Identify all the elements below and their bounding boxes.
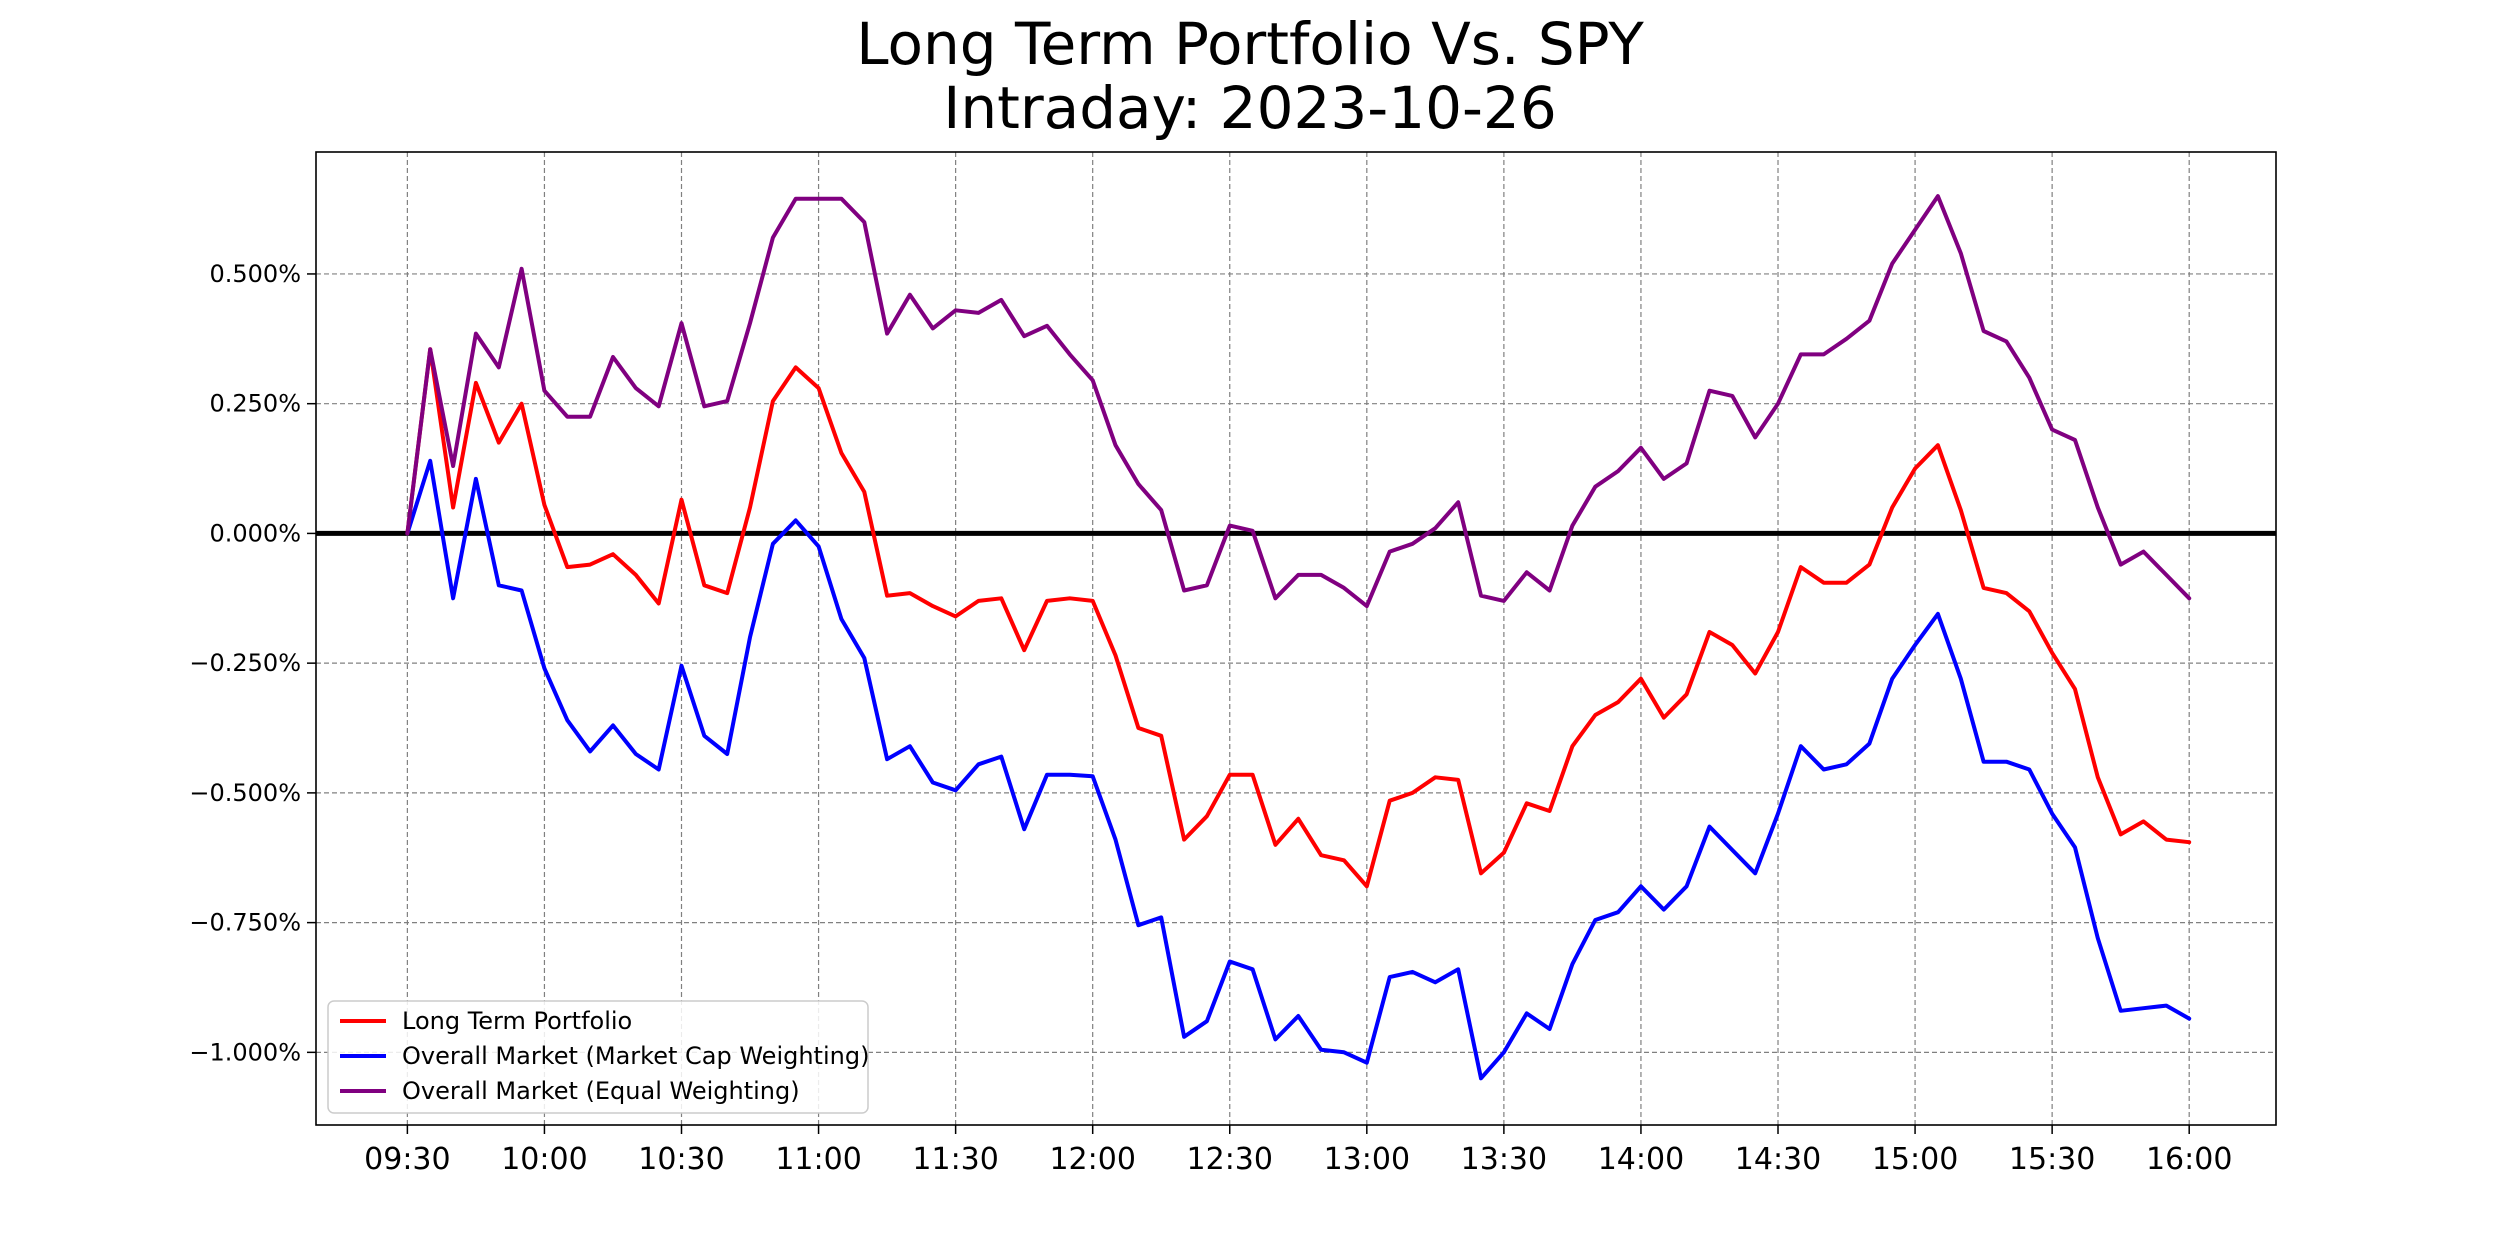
y-tick-label: −0.750% <box>189 909 301 937</box>
x-tick-label: 15:30 <box>2009 1142 2095 1177</box>
chart-title-line-1: Long Term Portfolio Vs. SPY <box>856 10 1644 78</box>
y-tick-label: 0.250% <box>209 390 301 418</box>
legend-label-2: Overall Market (Market Cap Weighting) <box>402 1042 869 1070</box>
y-tick-label: 0.500% <box>209 260 301 288</box>
series-line-2 <box>405 458 2192 1081</box>
x-tick-label: 11:30 <box>912 1142 998 1177</box>
x-tick-label: 13:00 <box>1324 1142 1410 1177</box>
y-tick-label: 0.000% <box>209 519 301 547</box>
x-tick-label: 14:30 <box>1735 1142 1821 1177</box>
series-line-3 <box>405 194 2192 609</box>
x-tick-label: 16:00 <box>2146 1142 2232 1177</box>
legend-label-1: Long Term Portfolio <box>402 1007 632 1035</box>
chart-title-line-2: Intraday: 2023-10-26 <box>943 74 1557 142</box>
series-line-1 <box>405 347 2192 889</box>
legend-label-3: Overall Market (Equal Weighting) <box>402 1077 800 1105</box>
legend: Long Term Portfolio Overall Market (Marke… <box>327 1000 869 1114</box>
y-tick-label: −1.000% <box>189 1038 301 1066</box>
x-tick-label: 09:30 <box>364 1142 450 1177</box>
series-lines <box>405 194 2192 1081</box>
plot-frame <box>315 151 2277 1126</box>
x-tick-label: 12:00 <box>1049 1142 1135 1177</box>
x-axis: 09:30 10:00 10:30 11:00 11:30 12:00 12:30 13:00… <box>364 1125 2232 1177</box>
y-tick-label: −0.250% <box>189 649 301 677</box>
y-axis: 0.500% 0.250% 0.000% −0.250% −0.500% −0.750% −… <box>189 260 316 1066</box>
y-tick-label: −0.500% <box>189 779 301 807</box>
x-tick-label: 12:30 <box>1187 1142 1273 1177</box>
x-tick-label: 11:00 <box>775 1142 861 1177</box>
x-tick-label: 15:00 <box>1872 1142 1958 1177</box>
x-tick-label: 10:30 <box>638 1142 724 1177</box>
x-tick-label: 10:00 <box>501 1142 587 1177</box>
x-tick-label: 14:00 <box>1598 1142 1684 1177</box>
legend-box <box>327 1000 869 1114</box>
chart-title: Long Term Portfolio Vs. SPY Intraday: 20… <box>0 12 2500 140</box>
grid <box>316 152 2276 1125</box>
x-tick-label: 13:30 <box>1461 1142 1547 1177</box>
